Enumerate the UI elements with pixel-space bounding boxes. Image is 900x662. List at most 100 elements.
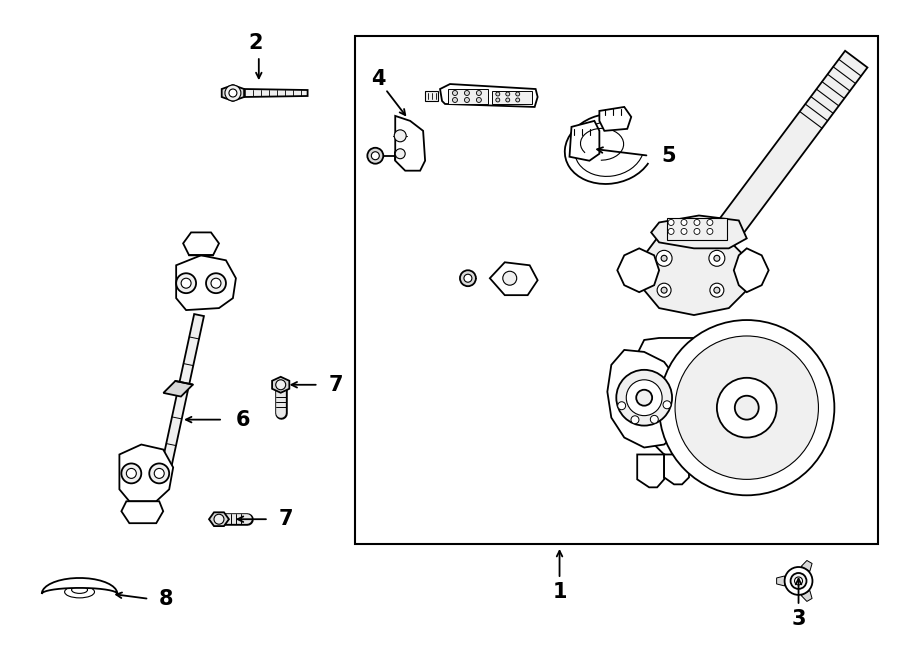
Circle shape <box>694 228 700 234</box>
Circle shape <box>795 577 803 585</box>
Circle shape <box>710 283 724 297</box>
Circle shape <box>122 463 141 483</box>
Polygon shape <box>395 116 425 171</box>
Circle shape <box>464 91 470 95</box>
Polygon shape <box>176 256 236 310</box>
Circle shape <box>476 97 482 103</box>
Circle shape <box>681 220 687 226</box>
Circle shape <box>126 469 136 479</box>
Circle shape <box>675 336 818 479</box>
Circle shape <box>717 378 777 438</box>
Circle shape <box>453 97 457 103</box>
Circle shape <box>516 92 519 96</box>
Bar <box>667 218 727 240</box>
Polygon shape <box>272 377 289 393</box>
Circle shape <box>662 287 667 293</box>
Circle shape <box>663 401 671 408</box>
Polygon shape <box>664 455 689 485</box>
Polygon shape <box>608 350 684 448</box>
Circle shape <box>176 273 196 293</box>
Text: 2: 2 <box>248 33 263 53</box>
Polygon shape <box>164 381 193 397</box>
Polygon shape <box>120 444 173 501</box>
Circle shape <box>275 380 285 390</box>
Circle shape <box>395 149 405 159</box>
Polygon shape <box>245 89 308 97</box>
Polygon shape <box>734 248 769 292</box>
Circle shape <box>516 98 519 102</box>
Circle shape <box>734 396 759 420</box>
Circle shape <box>668 228 674 234</box>
Bar <box>448 89 488 104</box>
Polygon shape <box>777 576 785 586</box>
Circle shape <box>503 271 517 285</box>
Circle shape <box>154 469 164 479</box>
Polygon shape <box>209 512 229 526</box>
Circle shape <box>706 228 713 234</box>
Polygon shape <box>161 314 204 469</box>
Circle shape <box>206 273 226 293</box>
Text: 3: 3 <box>791 609 806 629</box>
Circle shape <box>394 130 406 142</box>
Circle shape <box>229 89 237 97</box>
Circle shape <box>506 98 509 102</box>
Polygon shape <box>801 591 812 601</box>
Circle shape <box>460 270 476 286</box>
Polygon shape <box>644 232 747 315</box>
Bar <box>491 91 532 104</box>
Text: 7: 7 <box>328 375 343 395</box>
Polygon shape <box>570 121 599 161</box>
Circle shape <box>790 573 806 589</box>
Circle shape <box>214 514 224 524</box>
Polygon shape <box>221 85 244 101</box>
Circle shape <box>636 390 652 406</box>
Circle shape <box>631 416 639 424</box>
Circle shape <box>464 97 470 103</box>
Text: 5: 5 <box>662 146 676 166</box>
Circle shape <box>181 278 191 288</box>
Text: 4: 4 <box>371 69 385 89</box>
Circle shape <box>496 92 500 96</box>
Circle shape <box>694 220 700 226</box>
Circle shape <box>464 274 472 282</box>
Polygon shape <box>801 561 812 571</box>
Circle shape <box>372 152 379 160</box>
Circle shape <box>681 228 687 234</box>
Circle shape <box>714 287 720 293</box>
Circle shape <box>785 567 813 595</box>
Circle shape <box>651 415 658 424</box>
Polygon shape <box>41 578 117 594</box>
Circle shape <box>496 98 500 102</box>
Circle shape <box>476 91 482 95</box>
Circle shape <box>657 283 671 297</box>
Polygon shape <box>686 51 868 281</box>
Circle shape <box>714 256 720 261</box>
Polygon shape <box>183 232 219 256</box>
Ellipse shape <box>65 586 94 598</box>
Polygon shape <box>634 338 747 461</box>
Circle shape <box>626 380 662 416</box>
Circle shape <box>656 250 672 266</box>
Circle shape <box>668 220 674 226</box>
Circle shape <box>211 278 221 288</box>
Text: 6: 6 <box>236 410 250 430</box>
Text: 1: 1 <box>553 582 567 602</box>
Circle shape <box>662 256 667 261</box>
Polygon shape <box>425 91 438 101</box>
Text: 8: 8 <box>159 589 174 609</box>
Polygon shape <box>617 248 659 292</box>
Polygon shape <box>652 216 747 248</box>
Bar <box>356 36 878 544</box>
Polygon shape <box>490 262 537 295</box>
Circle shape <box>616 370 672 426</box>
Text: 7: 7 <box>279 509 293 529</box>
Polygon shape <box>122 501 163 523</box>
Circle shape <box>453 91 457 95</box>
Circle shape <box>149 463 169 483</box>
Circle shape <box>225 85 241 101</box>
Circle shape <box>659 320 834 495</box>
Ellipse shape <box>72 587 87 593</box>
Circle shape <box>617 402 626 410</box>
Circle shape <box>709 250 725 266</box>
Circle shape <box>706 220 713 226</box>
